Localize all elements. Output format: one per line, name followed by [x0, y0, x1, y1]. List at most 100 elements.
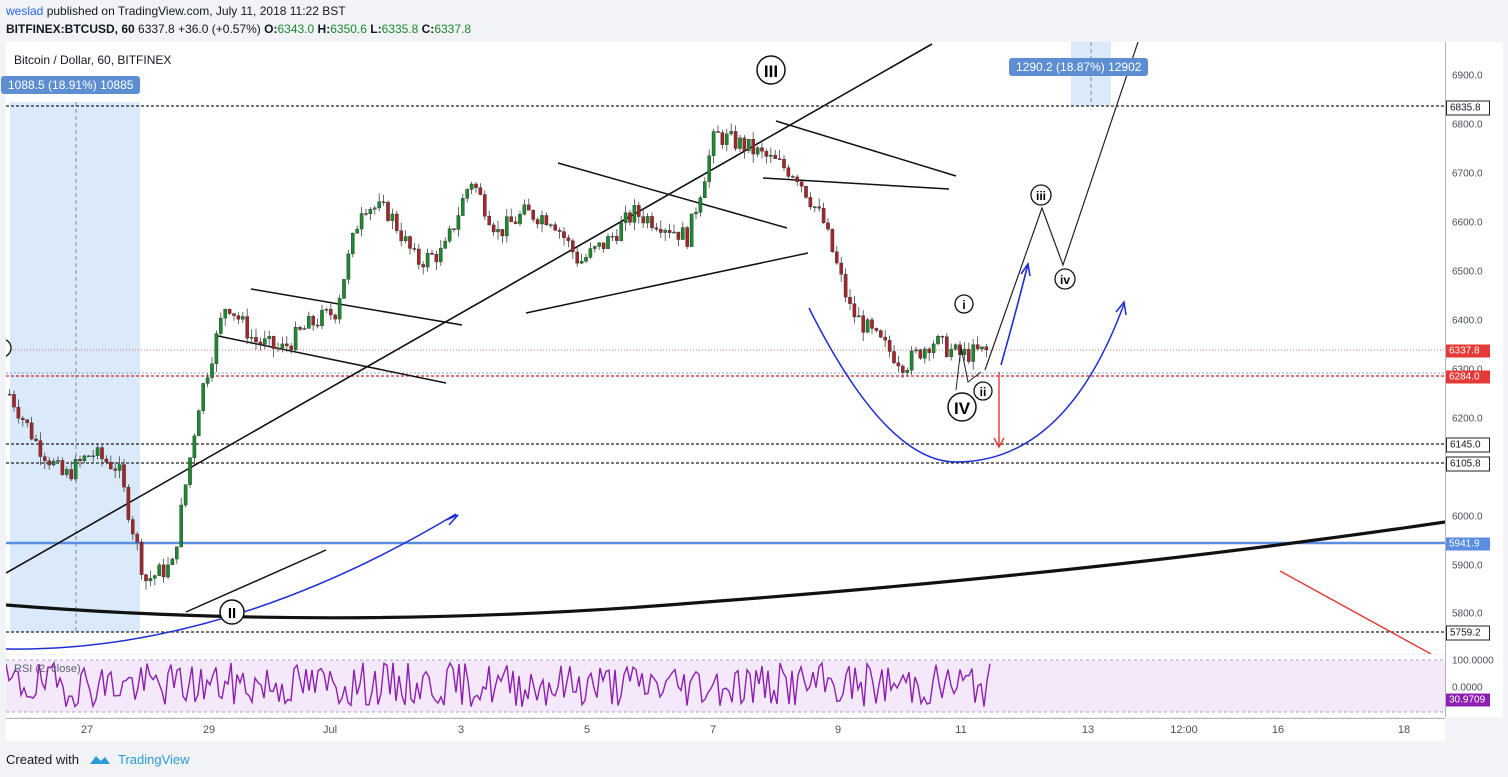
wave-label-III[interactable]: III	[756, 55, 786, 85]
candle-body[interactable]	[280, 343, 285, 349]
candle-body[interactable]	[430, 253, 434, 255]
candle-body[interactable]	[571, 240, 575, 253]
candle-body[interactable]	[984, 346, 989, 350]
candle-body[interactable]	[509, 216, 514, 222]
candle-body[interactable]	[324, 309, 329, 311]
candle-body[interactable]	[527, 204, 531, 211]
candle-body[interactable]	[25, 419, 30, 424]
candle-body[interactable]	[86, 455, 91, 458]
candle-body[interactable]	[980, 346, 984, 350]
candle-body[interactable]	[192, 435, 197, 458]
tradingview-logo-icon[interactable]	[88, 752, 112, 768]
wave-label-iii[interactable]: iii	[1030, 184, 1052, 206]
candle-body[interactable]	[78, 459, 82, 462]
candle-body[interactable]	[654, 227, 659, 230]
candle-body[interactable]	[390, 213, 395, 221]
price-scale[interactable]: 5800.05900.06000.06100.06200.06300.06400…	[1445, 42, 1503, 717]
candle-body[interactable]	[764, 151, 769, 157]
candle-body[interactable]	[676, 231, 681, 240]
candle-body[interactable]	[249, 336, 254, 339]
candle-body[interactable]	[351, 233, 355, 255]
candle-body[interactable]	[879, 330, 883, 338]
candle-body[interactable]	[368, 209, 373, 215]
candle-body[interactable]	[848, 296, 852, 304]
candle-body[interactable]	[782, 158, 786, 168]
candle-body[interactable]	[12, 394, 16, 408]
candle-body[interactable]	[540, 215, 544, 225]
candle-body[interactable]	[148, 578, 153, 582]
candle-body[interactable]	[641, 216, 645, 224]
candle-body[interactable]	[544, 215, 549, 226]
candle-body[interactable]	[465, 189, 470, 199]
candle-body[interactable]	[826, 222, 830, 230]
candle-body[interactable]	[760, 147, 764, 152]
candle-body[interactable]	[843, 274, 848, 298]
candle-body[interactable]	[632, 205, 637, 223]
candle-body[interactable]	[104, 458, 109, 463]
candle-body[interactable]	[447, 228, 452, 242]
candle-body[interactable]	[285, 343, 289, 347]
candle-body[interactable]	[20, 418, 25, 420]
candle-body[interactable]	[478, 187, 483, 195]
candle-body[interactable]	[359, 213, 364, 230]
candle-body[interactable]	[491, 224, 496, 233]
candle-body[interactable]	[373, 207, 377, 210]
candle-body[interactable]	[7, 393, 12, 396]
candle-body[interactable]	[953, 344, 958, 350]
candle-body[interactable]	[791, 176, 795, 178]
candle-body[interactable]	[381, 201, 386, 203]
candle-body[interactable]	[518, 214, 522, 224]
candle-body[interactable]	[663, 229, 667, 233]
candle-body[interactable]	[659, 229, 663, 233]
candle-body[interactable]	[804, 186, 808, 198]
candle-body[interactable]	[852, 303, 857, 318]
candle-body[interactable]	[918, 349, 923, 359]
candle-body[interactable]	[263, 338, 267, 345]
candle-body[interactable]	[496, 229, 500, 233]
candle-body[interactable]	[593, 246, 597, 249]
candle-body[interactable]	[395, 213, 399, 231]
candle-body[interactable]	[346, 253, 351, 280]
candle-body[interactable]	[742, 137, 747, 151]
candle-body[interactable]	[38, 440, 43, 457]
candle-body[interactable]	[914, 349, 918, 352]
candle-body[interactable]	[786, 167, 791, 177]
triangle-top[interactable]	[557, 162, 788, 229]
candle-body[interactable]	[425, 253, 430, 268]
candle-body[interactable]	[417, 248, 421, 265]
candle-body[interactable]	[108, 462, 113, 469]
candle-body[interactable]	[91, 455, 95, 458]
candle-body[interactable]	[711, 131, 716, 156]
candle-body[interactable]	[267, 336, 272, 339]
price-chart[interactable]: II III IV i ii iii iv	[6, 42, 1445, 654]
candle-body[interactable]	[236, 315, 241, 320]
candle-body[interactable]	[975, 344, 980, 350]
blue-up-arrow[interactable]	[1000, 263, 1029, 366]
candle-body[interactable]	[883, 336, 887, 341]
candle-body[interactable]	[377, 201, 382, 209]
red-trend-line[interactable]	[1279, 570, 1432, 654]
candle-body[interactable]	[329, 309, 333, 316]
candle-body[interactable]	[694, 212, 698, 215]
candles-group[interactable]	[7, 123, 989, 590]
candle-body[interactable]	[320, 309, 324, 326]
candle-body[interactable]	[936, 335, 940, 345]
candle-body[interactable]	[205, 377, 210, 384]
candle-body[interactable]	[34, 438, 38, 441]
candle-body[interactable]	[896, 362, 901, 367]
candle-body[interactable]	[170, 558, 175, 565]
candle-body[interactable]	[469, 183, 474, 190]
candle-body[interactable]	[399, 230, 404, 242]
candle-body[interactable]	[245, 316, 250, 339]
candle-body[interactable]	[747, 139, 751, 151]
candle-body[interactable]	[342, 279, 346, 299]
candle-body[interactable]	[522, 204, 527, 215]
candle-body[interactable]	[725, 133, 729, 145]
candle-body[interactable]	[408, 236, 412, 249]
candle-body[interactable]	[505, 216, 509, 237]
candle-body[interactable]	[443, 240, 448, 249]
candle-body[interactable]	[227, 309, 232, 314]
candle-body[interactable]	[452, 228, 456, 230]
candle-body[interactable]	[795, 176, 799, 182]
candle-body[interactable]	[861, 315, 865, 333]
